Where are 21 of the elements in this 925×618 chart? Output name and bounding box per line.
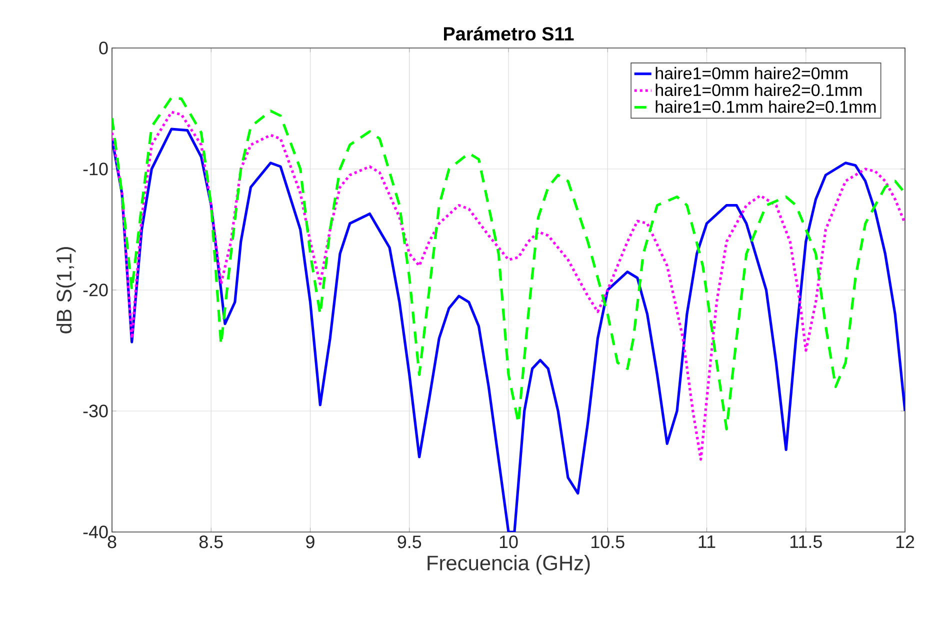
x-tick-label: 10.5 [592,536,624,548]
x-tick-label: 9.5 [398,536,422,548]
x-tick-label: 10 [500,536,518,548]
x-axis-title: Frecuencia (GHz) [428,555,590,575]
y-tick-label: -20 [83,284,108,296]
y-axis-title: dB S(1,1) [56,247,76,334]
y-tick-label: -40 [83,526,108,538]
y-tick-label: 0 [99,42,108,54]
x-tick-label: 12 [896,536,914,548]
y-tick-label: -10 [83,162,108,176]
x-tick-label: 9 [306,536,314,548]
chart-title: Parámetro S11 [444,26,574,41]
x-tick-label: 11 [698,536,716,548]
line-series [112,128,906,532]
x-tick-label: 8 [108,536,116,548]
x-tick-label: 8.5 [199,536,223,548]
legend-label: haire1=0mm haire2=0mm [656,66,848,80]
legend-label: haire1=0.1mm haire2=0.1mm [656,100,876,113]
y-tick-label: -30 [83,404,108,418]
legend-label: haire1=0mm haire2=0.1mm [656,84,862,96]
x-tick-label: 11.5 [790,536,822,548]
